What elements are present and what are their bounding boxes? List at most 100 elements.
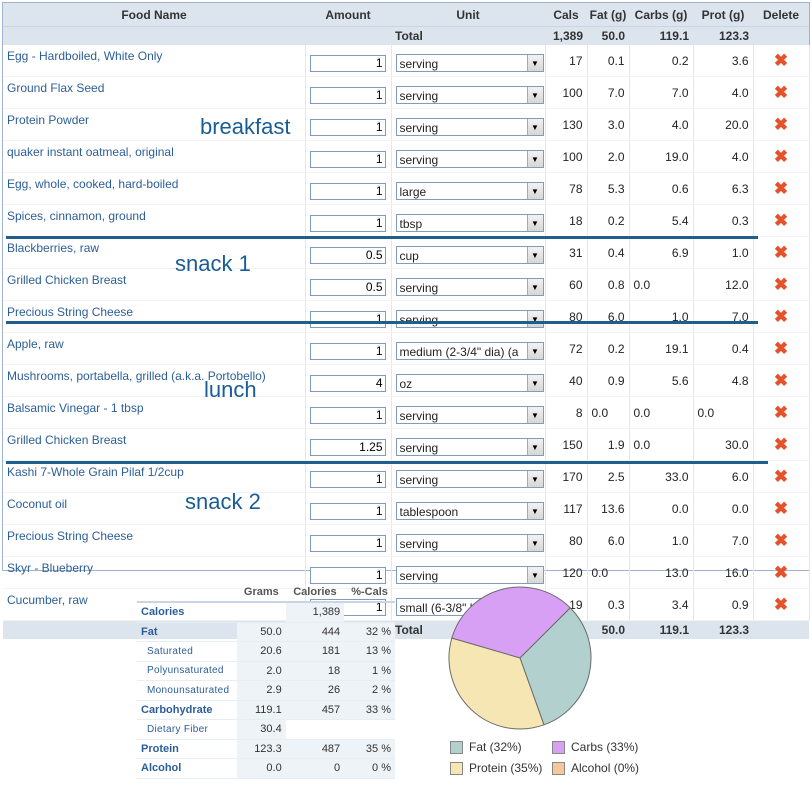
chevron-down-icon[interactable]: ▼ <box>526 567 543 583</box>
delete-x-icon[interactable]: ✖ <box>773 146 789 166</box>
delete-x-icon[interactable]: ✖ <box>773 82 789 102</box>
chevron-down-icon[interactable]: ▼ <box>526 535 543 551</box>
chevron-down-icon[interactable]: ▼ <box>526 311 543 327</box>
col-header-cals[interactable]: Cals <box>545 3 587 27</box>
delete-x-icon[interactable]: ✖ <box>773 338 789 358</box>
amount-input[interactable] <box>309 342 386 360</box>
chevron-down-icon[interactable]: ▼ <box>526 247 543 263</box>
chevron-down-icon[interactable]: ▼ <box>526 55 543 71</box>
food-name-link[interactable]: Mushrooms, portabella, grilled (a.k.a. P… <box>3 364 306 397</box>
food-name-link[interactable]: Grilled Chicken Breast <box>3 428 306 461</box>
delete-x-icon[interactable]: ✖ <box>773 594 789 614</box>
nutrition-pct: 0 % <box>344 758 395 779</box>
food-name-link[interactable]: Balsamic Vinegar - 1 tbsp <box>3 396 306 429</box>
total-cals: 1,389 <box>545 26 587 45</box>
amount-input[interactable] <box>309 406 386 424</box>
chevron-down-icon[interactable]: ▼ <box>526 375 543 391</box>
col-header-prot[interactable]: Prot (g) <box>693 3 753 27</box>
amount-input[interactable] <box>309 310 386 328</box>
unit-select[interactable]: serving ▼ <box>395 86 544 104</box>
food-name-link[interactable]: Kashi 7-Whole Grain Pilaf 1/2cup <box>3 460 306 493</box>
amount-input[interactable] <box>309 54 386 72</box>
unit-select[interactable]: serving ▼ <box>395 150 544 168</box>
food-name-link[interactable]: Ground Flax Seed <box>3 76 306 109</box>
unit-select[interactable]: serving ▼ <box>395 406 544 424</box>
delete-x-icon[interactable]: ✖ <box>773 402 789 422</box>
delete-x-icon[interactable]: ✖ <box>773 562 789 582</box>
unit-select[interactable]: cup ▼ <box>395 246 544 264</box>
unit-select[interactable]: serving ▼ <box>395 278 544 296</box>
amount-input[interactable] <box>309 214 386 232</box>
amount-input[interactable] <box>309 86 386 104</box>
nutrition-header-calories: Calories <box>285 582 345 603</box>
unit-select[interactable]: serving ▼ <box>395 534 544 552</box>
amount-input[interactable] <box>309 438 386 456</box>
unit-select[interactable]: serving ▼ <box>395 118 544 136</box>
food-name-link[interactable]: Spices, cinnamon, ground <box>3 204 306 237</box>
delete-x-icon[interactable]: ✖ <box>773 370 789 390</box>
col-header-amount[interactable]: Amount <box>305 3 391 27</box>
amount-input[interactable] <box>309 182 386 200</box>
legend-item-alcohol: Alcohol (0%) <box>552 761 639 775</box>
delete-x-icon[interactable]: ✖ <box>773 434 789 454</box>
meal-label-breakfast: breakfast <box>200 114 291 139</box>
chevron-down-icon[interactable]: ▼ <box>526 151 543 167</box>
delete-x-icon[interactable]: ✖ <box>773 274 789 294</box>
food-name-link[interactable]: Egg, whole, cooked, hard-boiled <box>3 172 306 205</box>
chevron-down-icon[interactable]: ▼ <box>526 119 543 135</box>
amount-input[interactable] <box>309 246 386 264</box>
amount-input[interactable] <box>309 278 386 296</box>
delete-x-icon[interactable]: ✖ <box>773 466 789 486</box>
chevron-down-icon[interactable]: ▼ <box>526 343 543 359</box>
unit-select[interactable]: large ▼ <box>395 182 544 200</box>
delete-x-icon[interactable]: ✖ <box>773 306 789 326</box>
chevron-down-icon[interactable]: ▼ <box>526 439 543 455</box>
unit-select[interactable]: serving ▼ <box>395 470 544 488</box>
delete-x-icon[interactable]: ✖ <box>773 50 789 70</box>
unit-select[interactable]: serving ▼ <box>395 54 544 72</box>
delete-x-icon[interactable]: ✖ <box>773 178 789 198</box>
delete-x-icon[interactable]: ✖ <box>773 242 789 262</box>
chevron-down-icon[interactable]: ▼ <box>526 407 543 423</box>
food-name-link[interactable]: Apple, raw <box>3 332 306 365</box>
col-header-fat[interactable]: Fat (g) <box>587 3 629 27</box>
chevron-down-icon[interactable]: ▼ <box>526 215 543 231</box>
food-name-link[interactable]: Egg - Hardboiled, White Only <box>3 45 306 77</box>
unit-select[interactable]: serving ▼ <box>395 310 544 328</box>
food-name-link[interactable]: Precious String Cheese <box>3 300 306 333</box>
amount-input[interactable] <box>309 470 386 488</box>
col-header-food[interactable]: Food Name <box>3 3 305 27</box>
col-header-unit[interactable]: Unit <box>391 3 545 27</box>
unit-select[interactable]: oz ▼ <box>395 374 544 392</box>
amount-input[interactable] <box>309 374 386 392</box>
amount-input[interactable] <box>309 566 386 584</box>
chevron-down-icon[interactable]: ▼ <box>526 471 543 487</box>
delete-x-icon[interactable]: ✖ <box>773 498 789 518</box>
chevron-down-icon[interactable]: ▼ <box>526 87 543 103</box>
food-name-link[interactable]: Coconut oil <box>3 492 306 525</box>
delete-x-icon[interactable]: ✖ <box>773 210 789 230</box>
chevron-down-icon[interactable]: ▼ <box>526 503 543 519</box>
carbs-cell: 4.0 <box>629 108 694 141</box>
chevron-down-icon[interactable]: ▼ <box>526 183 543 199</box>
chevron-down-icon[interactable]: ▼ <box>526 279 543 295</box>
col-header-carbs[interactable]: Carbs (g) <box>629 3 693 27</box>
amount-input[interactable] <box>309 502 386 520</box>
unit-select[interactable]: serving ▼ <box>395 438 544 456</box>
unit-select[interactable]: serving ▼ <box>395 566 544 584</box>
carbs-cell: 19.0 <box>629 140 694 173</box>
unit-select[interactable]: tbsp ▼ <box>395 214 544 232</box>
amount-input[interactable] <box>309 534 386 552</box>
amount-input[interactable] <box>309 118 386 136</box>
unit-select[interactable]: medium (2-3/4" dia) (a ▼ <box>395 342 544 360</box>
delete-x-icon[interactable]: ✖ <box>773 114 789 134</box>
food-name-link[interactable]: Grilled Chicken Breast <box>3 268 306 301</box>
unit-select[interactable]: tablespoon ▼ <box>395 502 544 520</box>
food-name-link[interactable]: Precious String Cheese <box>3 524 306 557</box>
delete-x-icon[interactable]: ✖ <box>773 530 789 550</box>
amount-input[interactable] <box>309 150 386 168</box>
food-name-link[interactable]: Protein Powder <box>3 108 306 141</box>
food-name-link[interactable]: Blackberries, raw <box>3 236 306 269</box>
food-name-link[interactable]: quaker instant oatmeal, original <box>3 140 306 173</box>
